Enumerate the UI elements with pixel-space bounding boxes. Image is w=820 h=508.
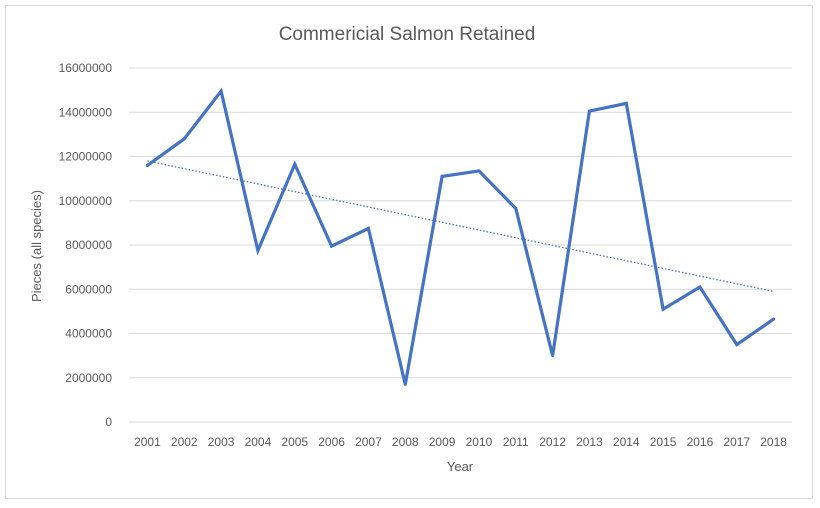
x-tick-label: 2006 [318,435,345,449]
x-tick-label: 2011 [503,435,529,449]
data-point [551,354,555,358]
x-tick-label: 2008 [392,435,419,449]
x-axis-label: Year [447,459,474,474]
y-tick-label: 4000000 [65,327,112,341]
data-point [403,382,407,386]
x-tick-label: 2001 [134,435,161,449]
data-point [366,226,370,230]
x-tick-label: 2017 [723,435,750,449]
data-point [330,244,334,248]
data-point [293,162,297,166]
y-tick-label: 6000000 [65,282,112,296]
x-tick-label: 2002 [171,435,198,449]
series-line [145,87,776,385]
x-tick-label: 2013 [576,435,603,449]
x-tick-label: 2015 [650,435,677,449]
x-tick-label: 2009 [429,435,456,449]
data-point [256,249,260,253]
data-point [477,169,481,173]
chart-frame [5,5,813,499]
x-tick-label: 2014 [613,435,640,449]
x-tick-label: 2005 [281,435,308,449]
x-tick-label: 2010 [466,435,493,449]
y-axis-label: Pieces (all species) [29,190,44,302]
x-tick-label: 2007 [355,435,382,449]
data-point [661,307,665,311]
y-tick-label: 2000000 [65,371,112,385]
data-point [182,137,186,141]
data-point [219,89,223,93]
x-axis-ticks: 2001 2002 2003 2004 2005 2006 2007 2008 2009 2010… [134,435,787,449]
data-point [624,101,628,105]
y-tick-label: 16000000 [59,61,113,75]
data-point [587,109,591,113]
y-tick-label: 8000000 [65,238,112,252]
y-tick-label: 10000000 [59,194,113,208]
trendline [147,160,774,293]
data-point [772,317,776,321]
x-tick-label: 2018 [760,435,787,449]
x-tick-label: 2004 [245,435,272,449]
y-tick-label: 14000000 [59,105,113,119]
x-tick-label: 2012 [539,435,566,449]
y-axis-ticks: 0 2000000 4000000 6000000 8000000 10000000 120… [59,61,113,429]
y-tick-label: 12000000 [59,150,113,164]
data-point [145,163,149,167]
data-point [440,174,444,178]
data-point [514,206,518,210]
y-tick-label: 0 [105,415,112,429]
data-point [698,285,702,289]
x-tick-label: 2003 [208,435,235,449]
data-point [735,343,739,347]
data-points [145,89,776,386]
x-tick-label: 2016 [687,435,714,449]
chart-title: Commericial Salmon Retained [279,24,536,45]
gridlines [129,67,792,423]
